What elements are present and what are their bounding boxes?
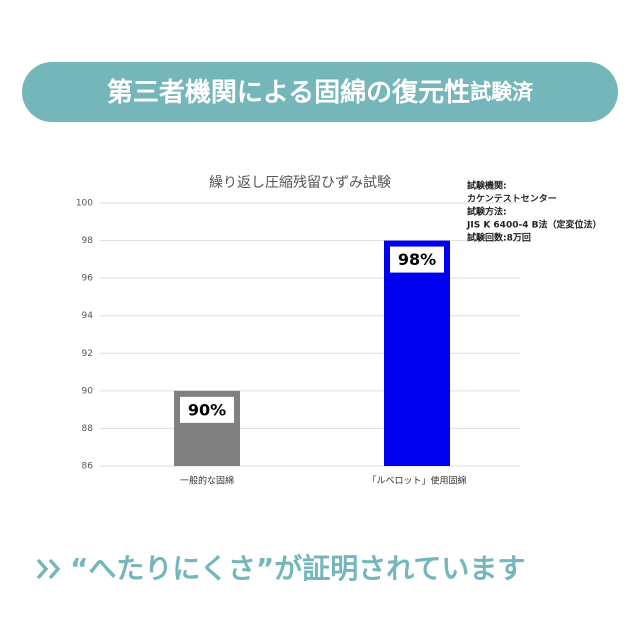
y-tick-label: 100 xyxy=(76,199,93,209)
banner-title: 第三者機関による固綿の復元性 xyxy=(107,77,470,108)
y-tick-label: 86 xyxy=(82,462,94,472)
y-tick-label: 98 xyxy=(82,236,94,246)
y-tick-label: 92 xyxy=(82,349,93,359)
value-label-box xyxy=(180,396,234,423)
value-label-box xyxy=(390,246,444,273)
y-tick-label: 96 xyxy=(82,274,94,284)
banner-text: 第三者機関による固綿の復元性試験済 xyxy=(107,77,534,108)
annotation: JIS K 6400-4 B法（定変位法） xyxy=(466,219,601,231)
y-tick-label: 90 xyxy=(82,386,94,396)
y-tick-label: 88 xyxy=(82,424,94,434)
chart-title: 繰り返し圧縮残留ひずみ試験 xyxy=(209,175,391,191)
banner xyxy=(22,62,618,122)
y-tick-label: 94 xyxy=(82,311,94,321)
value-label: 98% xyxy=(398,250,436,269)
bar xyxy=(384,240,450,466)
banner-suffix: 試験済 xyxy=(470,80,534,104)
annotation: 試験方法: xyxy=(467,206,507,218)
x-tick-label: 一般的な固綿 xyxy=(180,475,234,487)
footer-text: “へたりにくさ”が証明されています xyxy=(70,552,525,585)
annotation: 試験機関: xyxy=(467,180,507,192)
arrow-icon xyxy=(36,558,61,580)
annotation: カケンテストセンター xyxy=(467,193,557,205)
value-label: 90% xyxy=(188,400,226,419)
plot: 86 88 90 92 94 96 98 100 90% 一般的な固綿 98% 「ルベロット」使用固綿… xyxy=(76,180,602,487)
annotation: 試験回数:8万回 xyxy=(467,232,531,244)
x-tick-label: 「ルベロット」使用固綿 xyxy=(367,475,466,487)
